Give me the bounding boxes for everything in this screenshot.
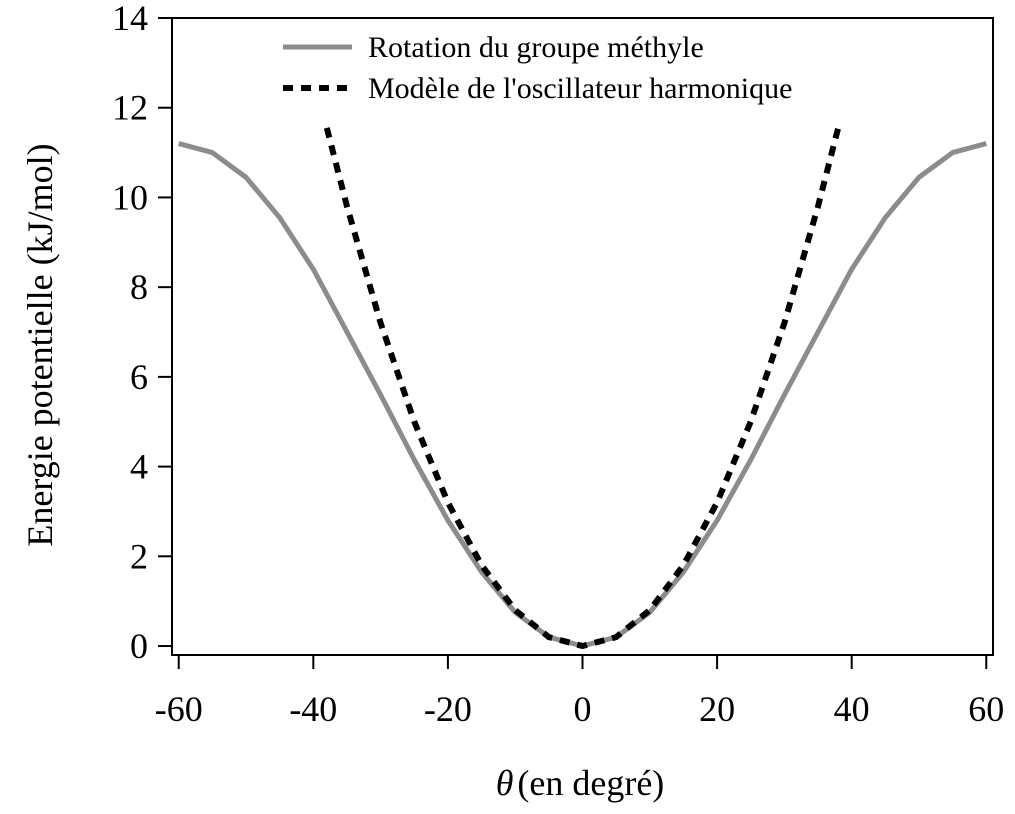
- y-tick-label: 10: [112, 177, 148, 217]
- x-tick-label: -20: [424, 689, 472, 729]
- y-tick-label: 6: [130, 357, 148, 397]
- series-line-harmonic-model: [323, 127, 842, 649]
- legend: Rotation du groupe méthyle Modèle de l'os…: [283, 31, 792, 105]
- x-tick-label: 60: [968, 689, 1004, 729]
- y-tick-label: 2: [130, 536, 148, 576]
- x-axis-symbol: θ: [496, 763, 514, 803]
- series-layer: [178, 127, 987, 649]
- legend-label-harmonic-model: Modèle de l'oscillateur harmonique: [368, 72, 792, 105]
- y-tick-label: 14: [112, 0, 148, 38]
- series-line-methyl-rotation: [178, 141, 987, 649]
- y-tick-label: 12: [112, 88, 148, 128]
- x-tick-label: 0: [574, 689, 592, 729]
- plot-frame: [171, 17, 994, 656]
- x-tick-label: -60: [155, 689, 203, 729]
- axes-layer: 0 2 4 6 8 10 12 14 -60 -40 -20 0 20 40 60: [112, 0, 1004, 729]
- x-axis-text: (en degré): [517, 763, 664, 803]
- y-tick-label: 4: [130, 447, 148, 487]
- y-axis-title: Energie potentielle (kJ/mol): [20, 143, 60, 546]
- y-tick-label: 0: [130, 626, 148, 666]
- x-tick-label: 20: [699, 689, 735, 729]
- x-tick-label: 40: [834, 689, 870, 729]
- x-tick-label: -40: [289, 689, 337, 729]
- legend-label-methyl-rotation: Rotation du groupe méthyle: [368, 31, 704, 64]
- y-tick-label: 8: [130, 267, 148, 307]
- x-axis-title: θ (en degré): [496, 763, 665, 803]
